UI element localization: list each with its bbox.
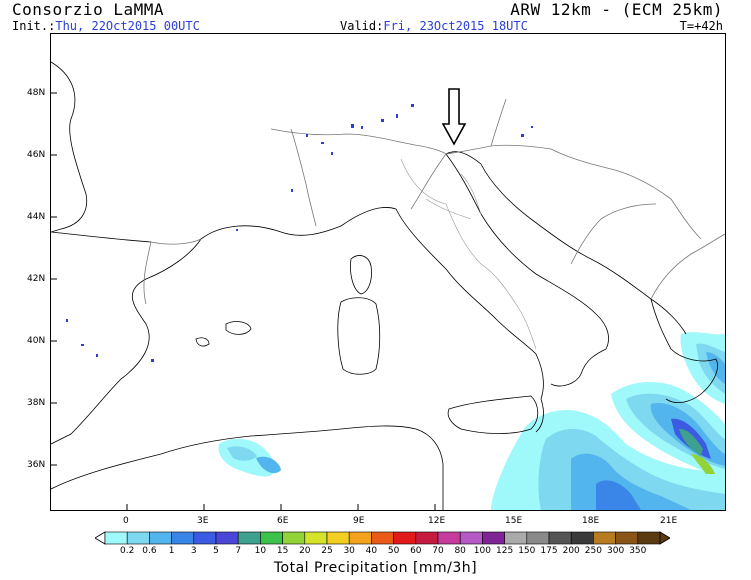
colorbar-value: 5 (213, 546, 219, 556)
colorbar-box (548, 531, 572, 545)
colorbar-box (504, 531, 528, 545)
colorbar-value: 0.2 (120, 546, 135, 556)
colorbar-box (637, 531, 661, 545)
map-canvas (51, 61, 725, 510)
scattered-precip (66, 104, 533, 362)
colorbar-value: 50 (387, 546, 400, 556)
precip-south-ionian (491, 410, 725, 510)
precip-east-edge (680, 332, 725, 404)
colorbar-value: 300 (607, 546, 625, 556)
colorbar-box (393, 531, 417, 545)
precipitation-colorbar (95, 531, 670, 545)
country-borders (143, 98, 725, 305)
lat-label: 44N (27, 212, 46, 222)
colorbar-value: 3 (190, 546, 197, 556)
colorbar-box (415, 531, 439, 545)
regional-borders (400, 158, 537, 350)
colorbar-value: 175 (540, 546, 558, 556)
colorbar-box (193, 531, 217, 545)
colorbar-value: 70 (432, 546, 444, 556)
colorbar-min-arrow (95, 531, 106, 545)
colorbar-value: 25 (321, 546, 333, 556)
lat-label: 46N (27, 150, 46, 160)
colorbar-box (348, 531, 372, 545)
colorbar-box (237, 531, 261, 545)
colorbar-box (104, 531, 128, 545)
precip-aegean (611, 382, 725, 474)
colorbar-box (593, 531, 616, 545)
coastlines (51, 61, 718, 510)
colorbar-box (304, 531, 328, 545)
colorbar-max-arrow (659, 531, 670, 545)
colorbar-box (215, 531, 239, 545)
colorbar-value: 250 (584, 546, 602, 556)
forecast-step: T=+42h (679, 19, 723, 33)
colorbar-box (260, 531, 283, 545)
lon-label: 9E (353, 516, 365, 526)
colorbar-value: 30 (343, 546, 355, 556)
colorbar-box (171, 531, 195, 545)
init-label: Init.: (12, 19, 56, 33)
precipitation-map (50, 33, 726, 511)
colorbar-box (570, 531, 594, 545)
colorbar-box (149, 531, 172, 545)
lon-label: 15E (505, 516, 523, 526)
colorbar-value: 350 (629, 546, 647, 556)
colorbar-box (282, 531, 306, 545)
lon-label: 6E (277, 516, 289, 526)
colorbar-value: 100 (473, 546, 491, 556)
lat-label: 48N (27, 88, 46, 98)
lat-label: 36N (27, 460, 46, 470)
down-arrow-icon (441, 88, 467, 146)
colorbar-box (126, 531, 150, 545)
colorbar-value: 125 (496, 546, 514, 556)
lat-label: 38N (27, 398, 46, 408)
legend-title: Total Precipitation [mm/3h] (273, 560, 478, 576)
valid-label: Valid: (340, 19, 384, 33)
colorbar-value: 15 (276, 546, 289, 556)
colorbar-values: 0.2 0.6 1 3 5 7 10 15 20 25 30 40 50 60 70 80 100 125 150 1… (95, 546, 670, 558)
precip-algeria (218, 438, 281, 477)
lat-label: 40N (27, 336, 46, 346)
colorbar-box (615, 531, 639, 545)
valid-time: Valid:Fri, 23Oct2015 18UTC (340, 19, 528, 33)
colorbar-box (482, 531, 505, 545)
colorbar-value: 200 (562, 546, 580, 556)
colorbar-value: 40 (365, 546, 378, 556)
colorbar-value: 1 (168, 546, 175, 556)
colorbar-value: 60 (410, 546, 422, 556)
lat-label: 42N (27, 274, 46, 284)
colorbar-value: 150 (518, 546, 536, 556)
colorbar-value: 20 (299, 546, 311, 556)
colorbar-boxes (95, 531, 670, 545)
valid-value: Fri, 23Oct2015 18UTC (383, 19, 528, 33)
colorbar-value: 80 (454, 546, 466, 556)
colorbar-box (326, 531, 350, 545)
init-value: Thu, 22Oct2015 00UTC (55, 19, 200, 33)
lon-label: 12E (428, 516, 446, 526)
model-title: ARW 12km - (ECM 25km) (510, 0, 723, 19)
init-time: Init.:Thu, 22Oct2015 00UTC (12, 19, 200, 33)
lon-label: 0 (123, 516, 129, 526)
lon-label: 21E (660, 516, 678, 526)
colorbar-box (526, 531, 550, 545)
lon-label: 3E (197, 516, 209, 526)
lon-label: 18E (582, 516, 600, 526)
colorbar-box (437, 531, 461, 545)
colorbar-value: 0.6 (142, 546, 157, 556)
colorbar-box (459, 531, 483, 545)
org-title: Consorzio LaMMA (12, 0, 164, 19)
colorbar-value: 10 (254, 546, 267, 556)
colorbar-value: 7 (235, 546, 242, 556)
colorbar-box (371, 531, 394, 545)
